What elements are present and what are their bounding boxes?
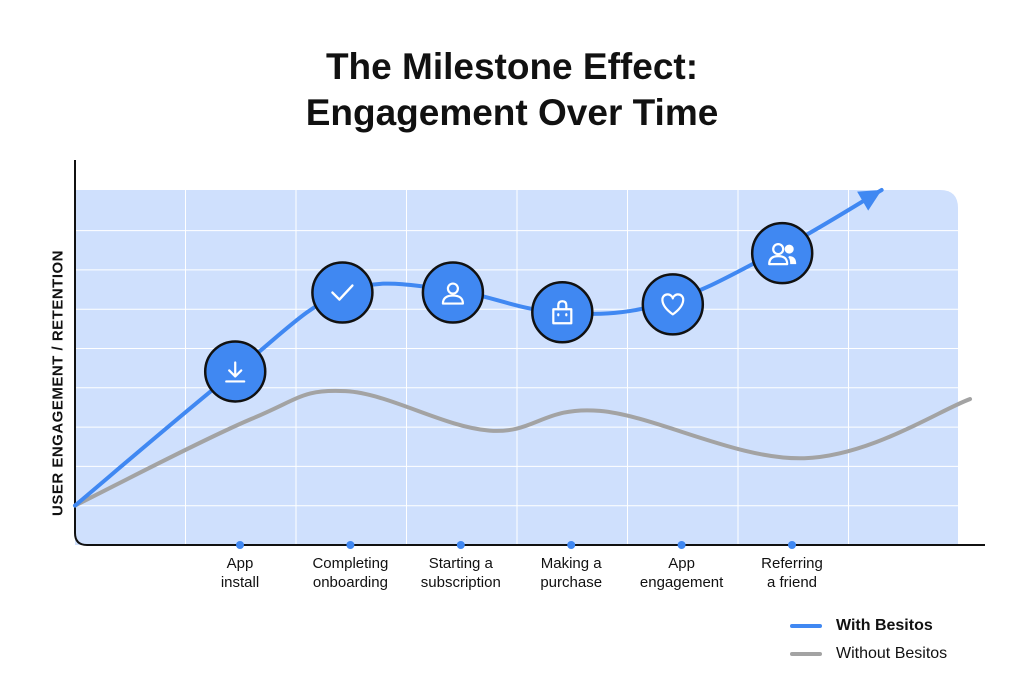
x-tick-label-line: onboarding xyxy=(313,574,388,591)
legend-swatch-with-besitos xyxy=(790,624,822,628)
milestone-referring-a-friend xyxy=(750,221,814,285)
legend-label-without-besitos: Without Besitos xyxy=(836,645,948,662)
milestone-making-a-purchase xyxy=(531,281,594,344)
download-glyph xyxy=(225,361,246,383)
x-tick-label-line: App xyxy=(668,555,695,572)
milestone-circle xyxy=(641,273,705,336)
chart-title-line-1: The Milestone Effect: xyxy=(325,46,699,87)
legend: With Besitos Without Besitos xyxy=(790,612,947,668)
heart-glyph xyxy=(661,293,685,316)
chart-title-line-2: Engagement Over Time xyxy=(305,92,719,133)
legend-item-with-besitos: With Besitos xyxy=(790,612,947,640)
x-tick-dot xyxy=(567,541,576,549)
check-icon xyxy=(331,284,354,301)
x-tick-label: Completing onboarding xyxy=(312,555,388,591)
milestone-starting-a-subscription xyxy=(421,261,485,324)
axes xyxy=(74,160,985,546)
users-head-2-glyph xyxy=(784,244,794,254)
x-tick-label: App install xyxy=(221,555,259,591)
x-tick-label: Starting a subscription xyxy=(421,555,501,591)
user-head-glyph xyxy=(446,282,460,295)
chart-title: The Milestone Effect: Engagement Over Ti… xyxy=(0,44,1024,136)
x-tick-dot xyxy=(456,541,465,549)
x-tick-label-line: Starting a xyxy=(429,555,494,572)
x-tick-dot xyxy=(236,541,244,549)
x-tick-dot xyxy=(346,541,355,549)
download-icon xyxy=(225,361,246,383)
x-tick-dot xyxy=(677,541,686,549)
x-tick-label: Referring a friend xyxy=(761,555,823,591)
x-tick-dot xyxy=(788,541,796,549)
users-body-1-glyph xyxy=(768,255,789,266)
x-tick-label: App engagement xyxy=(640,555,724,591)
bag-handle-glyph xyxy=(557,300,568,317)
users-icon xyxy=(768,243,797,266)
users-head-1-glyph xyxy=(772,243,785,256)
x-tick-label-line: subscription xyxy=(421,574,501,591)
arrow-head-icon xyxy=(857,190,882,211)
milestone-circle xyxy=(311,261,374,324)
x-tick-label-line: Making a xyxy=(541,555,603,572)
series-line-without-besitos xyxy=(73,388,973,508)
x-tick-label-line: Referring xyxy=(761,555,823,572)
user-body-glyph xyxy=(441,294,465,305)
legend-swatch-without-besitos xyxy=(790,652,822,656)
x-tick-label-line: App xyxy=(227,555,254,572)
x-tick-label-line: engagement xyxy=(640,574,724,591)
users-body-2-glyph xyxy=(788,256,797,265)
check-glyph xyxy=(331,284,354,301)
milestone-completing-onboarding xyxy=(311,261,374,324)
x-tick-label-line: purchase xyxy=(540,574,602,591)
user-icon xyxy=(441,282,465,305)
heart-icon xyxy=(661,293,685,316)
x-tick-label: Making a purchase xyxy=(540,555,602,591)
shopping-bag-icon xyxy=(552,300,573,325)
milestone-app-install xyxy=(203,340,267,403)
milestone-circle xyxy=(531,281,594,344)
legend-label-with-besitos: With Besitos xyxy=(836,617,933,634)
x-tick-label-line: a friend xyxy=(767,574,817,591)
x-tick-label-line: Completing xyxy=(312,555,388,572)
legend-item-without-besitos: Without Besitos xyxy=(790,640,947,668)
x-tick-label-line: install xyxy=(221,574,259,591)
milestone-app-engagement xyxy=(641,273,705,336)
